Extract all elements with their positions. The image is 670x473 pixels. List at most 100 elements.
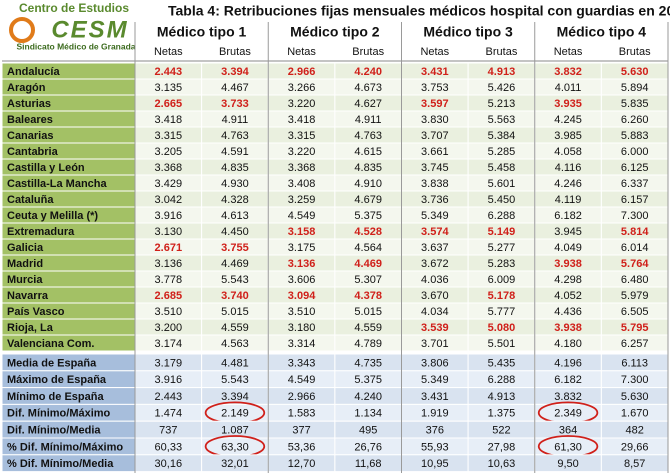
cell-value: 4.910: [354, 178, 382, 190]
row-label: Cantabria: [7, 146, 59, 158]
sub-header: Netas: [554, 46, 583, 58]
cell-value: 3.778: [155, 274, 183, 286]
cell-value: 4.613: [221, 210, 249, 222]
cell-value: 6.505: [621, 306, 649, 318]
row-label: Murcia: [7, 274, 43, 286]
cell-value: 3.158: [288, 226, 316, 238]
sub-header: Brutas: [352, 46, 384, 58]
cell-value: 5.015: [354, 306, 382, 318]
cell-value: 4.119: [555, 194, 582, 206]
cell-value: 5.601: [488, 178, 516, 190]
cell-value: 5.450: [488, 194, 516, 206]
cell-value: 3.985: [554, 130, 582, 142]
cell-value: 3.259: [288, 194, 316, 206]
cell-value: 3.136: [155, 258, 183, 270]
row-label: Andalucía: [7, 66, 60, 78]
cell-value: 10,95: [421, 458, 449, 470]
cell-value: 5.375: [354, 374, 382, 386]
cell-value: 3.394: [221, 66, 249, 78]
cell-value: 4.469: [221, 258, 249, 270]
cell-value: 5.149: [488, 226, 516, 238]
cell-value: 29,66: [621, 441, 649, 453]
cell-value: 8,57: [624, 458, 645, 470]
cell-value: 4.034: [421, 306, 449, 318]
cell-value: 4.563: [221, 338, 249, 350]
cell-value: 3.408: [288, 178, 316, 190]
cell-value: 5.630: [621, 66, 649, 78]
cell-value: 3.707: [421, 130, 449, 142]
cell-value: 3.094: [288, 290, 316, 302]
cell-value: 4.436: [554, 306, 582, 318]
sub-header: Netas: [420, 46, 449, 58]
cell-value: 4.549: [288, 374, 316, 386]
sub-header: Netas: [287, 46, 316, 58]
cell-value: 3.368: [288, 162, 316, 174]
cell-value: 27,98: [488, 441, 516, 453]
cell-value: 3.130: [155, 226, 183, 238]
cell-value: 5.563: [488, 114, 516, 126]
cell-value: 3.935: [554, 98, 582, 110]
cell-value: 4.049: [554, 242, 582, 254]
logo-emblem: [9, 17, 35, 43]
cell-value: 6.009: [488, 274, 516, 286]
cell-value: 5.285: [488, 146, 516, 158]
row-label: Valenciana Com.: [7, 338, 94, 350]
cell-value: 4.467: [221, 82, 249, 94]
cell-value: 5.307: [354, 274, 382, 286]
cell-value: 12,70: [288, 458, 316, 470]
cell-value: 4.245: [554, 114, 582, 126]
cell-value: 5.349: [421, 374, 449, 386]
cell-value: 3.220: [288, 98, 316, 110]
cell-value: 1.670: [621, 408, 649, 420]
cell-value: 3.938: [554, 258, 582, 270]
cell-value: 5.543: [221, 374, 249, 386]
cell-value: 3.429: [155, 178, 183, 190]
cell-value: 3.042: [155, 194, 183, 206]
cell-value: 5.630: [621, 391, 649, 403]
cell-value: 1.134: [354, 408, 382, 420]
row-label: Dif. Mínimo/Media: [7, 425, 101, 437]
cell-value: 5.777: [488, 306, 516, 318]
cell-value: 2.349: [554, 408, 582, 420]
table-title: Tabla 4: Retribuciones fijas mensuales m…: [168, 3, 670, 19]
cell-value: 3.745: [421, 162, 449, 174]
cell-value: 5.543: [221, 274, 249, 286]
cell-value: 4.627: [354, 98, 382, 110]
cell-value: 4.481: [221, 357, 249, 369]
cell-value: 4.240: [354, 391, 382, 403]
cell-value: 5.277: [488, 242, 516, 254]
row-label: Mínimo de España: [7, 391, 104, 403]
row-label: Navarra: [7, 290, 49, 302]
cell-value: 4.058: [554, 146, 582, 158]
row-label: Máximo de España: [7, 374, 107, 386]
cell-value: 5.979: [621, 290, 649, 302]
cell-value: 5.384: [488, 130, 516, 142]
cell-value: 3.205: [155, 146, 183, 158]
cell-value: 4.450: [221, 226, 249, 238]
cell-value: 3.510: [288, 306, 316, 318]
cell-value: 6.182: [554, 210, 582, 222]
cell-value: 3.394: [221, 391, 249, 403]
cell-value: 3.174: [155, 338, 183, 350]
cell-value: 5.015: [221, 306, 249, 318]
cell-value: 55,93: [421, 441, 449, 453]
cell-value: 2.966: [288, 66, 316, 78]
sub-header: Brutas: [486, 46, 518, 58]
row-label: % Dif. Mínimo/Media: [7, 458, 114, 470]
cell-value: 63,30: [221, 441, 249, 453]
cell-value: 3.838: [421, 178, 449, 190]
group-header: Médico tipo 2: [290, 24, 380, 40]
cell-value: 3.266: [288, 82, 316, 94]
cell-value: 4.036: [421, 274, 449, 286]
cell-value: 4.298: [554, 274, 582, 286]
row-label: Asturias: [7, 98, 51, 110]
cell-value: 6.125: [621, 162, 649, 174]
cell-value: 3.179: [155, 357, 183, 369]
row-label: % Dif. Mínimo/Máximo: [7, 441, 123, 453]
cell-value: 6.260: [621, 114, 649, 126]
cell-value: 3.670: [421, 290, 449, 302]
cell-value: 2.443: [155, 66, 183, 78]
cell-value: 4.559: [221, 322, 249, 334]
cell-value: 3.661: [421, 146, 449, 158]
cell-value: 6.257: [621, 338, 649, 350]
